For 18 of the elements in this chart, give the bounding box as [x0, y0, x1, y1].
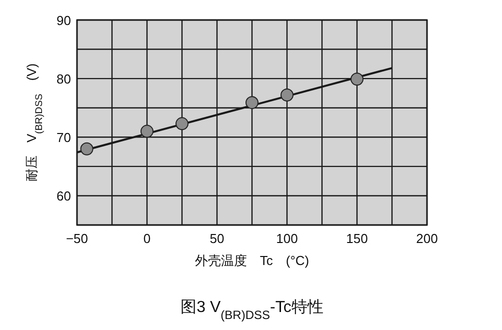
y-tick-label: 90: [56, 13, 71, 28]
x-axis-title: 外壳温度 Tc (°C): [194, 253, 310, 268]
x-tick-label: 200: [416, 231, 438, 246]
point: [280, 88, 294, 102]
point: [176, 117, 188, 130]
text: 图3 V$_{(BR)DSS}$-Tc特性: [180, 298, 324, 322]
x-tick-label: −50: [66, 231, 88, 246]
point: [80, 142, 94, 156]
point: [140, 124, 154, 138]
y-tick-label: 60: [56, 188, 71, 204]
y-tick-label: 80: [56, 72, 71, 87]
y-tick-label: 70: [56, 130, 71, 146]
x-tick-label: 50: [210, 231, 224, 246]
x-tick-label: 0: [143, 231, 151, 246]
point: [246, 96, 258, 110]
x-tick-label: 150: [346, 231, 368, 246]
point: [350, 72, 364, 86]
x-tick-label: 100: [276, 231, 298, 246]
